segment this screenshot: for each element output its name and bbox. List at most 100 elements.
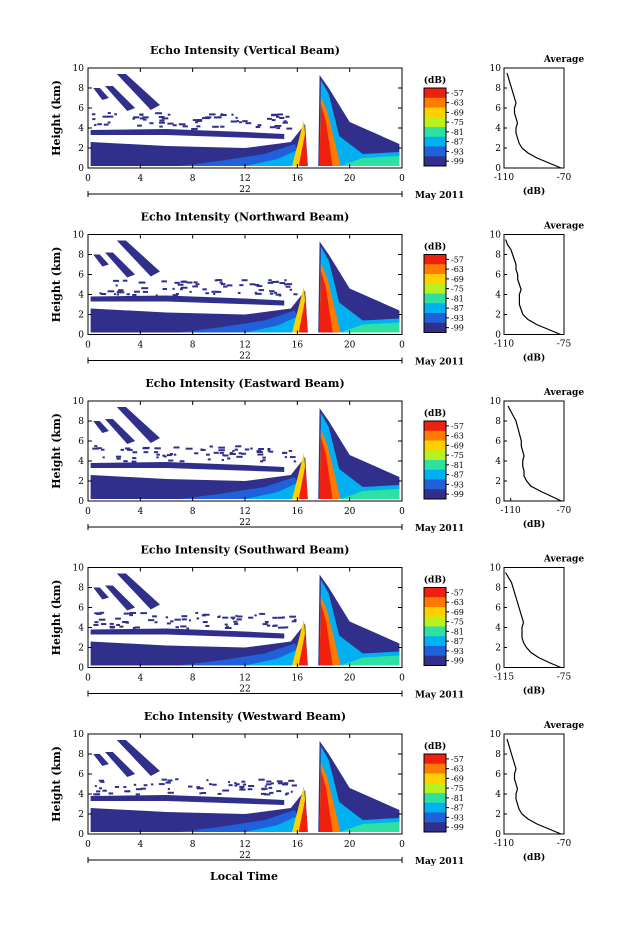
echo-speckle (205, 624, 210, 627)
y-tick-label: 4 (78, 124, 84, 134)
echo-speckle (196, 617, 200, 620)
echo-speckle (238, 452, 242, 455)
echo-speckle (256, 285, 263, 288)
average-x-tick-label: -70 (557, 839, 572, 849)
date-label: May 2011 (415, 358, 464, 368)
x-tick-label: 0 (399, 507, 405, 517)
echo-speckle (205, 292, 209, 295)
echo-speckle (236, 120, 239, 123)
echo-speckle (148, 619, 155, 622)
colorbar-swatch (424, 117, 446, 128)
colorbar-swatch (424, 822, 446, 833)
echo-speckle (293, 460, 297, 463)
echo-speckle (273, 624, 278, 627)
average-title: Average (543, 555, 584, 565)
y-tick-label: 0 (78, 830, 84, 840)
echo-speckle (228, 781, 231, 784)
echo-speckle (276, 780, 283, 783)
colorbar-unit: (dB) (424, 575, 446, 586)
echo-speckle (242, 783, 247, 786)
colorbar-swatch (424, 793, 446, 804)
echo-speckle (223, 454, 229, 457)
echo-speckle (167, 788, 170, 791)
echo-speckle (122, 621, 129, 624)
echo-speckle (161, 280, 167, 283)
echo-speckle (179, 460, 185, 463)
x-tick-label: 0 (85, 507, 91, 517)
echo-speckle (167, 779, 173, 782)
echo-speckle (194, 452, 199, 455)
y-tick-label: 10 (73, 564, 85, 574)
colorbar-tick-label: -57 (451, 422, 464, 431)
echo-speckle (174, 281, 180, 284)
y-axis-label: Height (km) (50, 413, 63, 489)
echo-speckle (132, 117, 136, 120)
echo-speckle (229, 451, 233, 454)
echo-speckle (209, 445, 213, 448)
echo-speckle (102, 789, 107, 792)
echo-speckle (258, 289, 265, 292)
y-tick-label: 2 (78, 144, 84, 154)
average-profile-line (506, 738, 562, 835)
echo-speckle (133, 290, 140, 293)
echo-speckle (132, 626, 136, 629)
colorbar-swatch (424, 274, 446, 285)
echo-speckle (254, 283, 260, 286)
upper-streak-2 (105, 585, 136, 611)
echo-speckle (199, 792, 202, 795)
colorbar-tick-label: -81 (451, 794, 464, 803)
echo-speckle (285, 792, 290, 795)
boundary-layer-strong (245, 150, 306, 166)
average-title: Average (543, 55, 584, 65)
mid-level-echo (90, 795, 285, 805)
echo-speckle (116, 623, 120, 626)
echo-speckle (134, 116, 140, 119)
echo-speckle (285, 626, 289, 629)
echo-speckle (205, 453, 210, 456)
echo-speckle (277, 113, 283, 116)
echo-speckle (116, 293, 120, 296)
convective-rise-core (298, 632, 308, 666)
echo-speckle (141, 287, 149, 290)
echo-speckle (269, 290, 275, 293)
panel-1: Echo Intensity (Vertical Beam) 0 2 4 6 8 10 Hei… (50, 44, 584, 201)
boundary-layer-echo (90, 623, 308, 666)
echo-speckle (239, 785, 245, 788)
average-x-tick-label: -70 (557, 173, 572, 183)
echo-speckle (152, 615, 157, 618)
echo-speckle (269, 126, 276, 129)
echo-speckle (143, 784, 148, 787)
panel-title: Echo Intensity (Southward Beam) (141, 544, 350, 557)
echo-speckle (187, 785, 193, 788)
echo-speckle (289, 288, 293, 291)
echo-speckle (272, 616, 278, 619)
echo-speckle (209, 113, 216, 116)
echo-speckle (227, 457, 231, 460)
x-tick-label: 12 (239, 674, 250, 684)
echo-speckle (260, 792, 267, 795)
colorbar-swatch (424, 812, 446, 823)
echo-speckle (289, 615, 296, 618)
echo-speckle (94, 124, 97, 127)
colorbar-tick-label: -69 (451, 275, 464, 284)
echo-speckle (235, 116, 238, 119)
echo-speckle (178, 123, 186, 126)
echo-speckle (232, 450, 235, 453)
x-tick-label: 8 (190, 674, 196, 684)
echo-speckle (264, 620, 269, 623)
echo-speckle (182, 125, 188, 128)
y-tick-label: 8 (78, 84, 84, 94)
echo-speckle (220, 114, 227, 117)
echo-speckle (209, 783, 213, 786)
echo-speckle (202, 288, 207, 291)
average-y-tick-label: 0 (495, 497, 501, 507)
echo-speckle (100, 293, 107, 296)
colorbar-tick-label: -87 (451, 138, 464, 147)
average-x-tick-label: -110 (494, 173, 514, 183)
echo-speckle (220, 283, 226, 286)
echo-speckle (230, 616, 236, 619)
storm-body (319, 413, 400, 499)
storm-core (319, 770, 333, 832)
average-profile-line (506, 72, 562, 169)
